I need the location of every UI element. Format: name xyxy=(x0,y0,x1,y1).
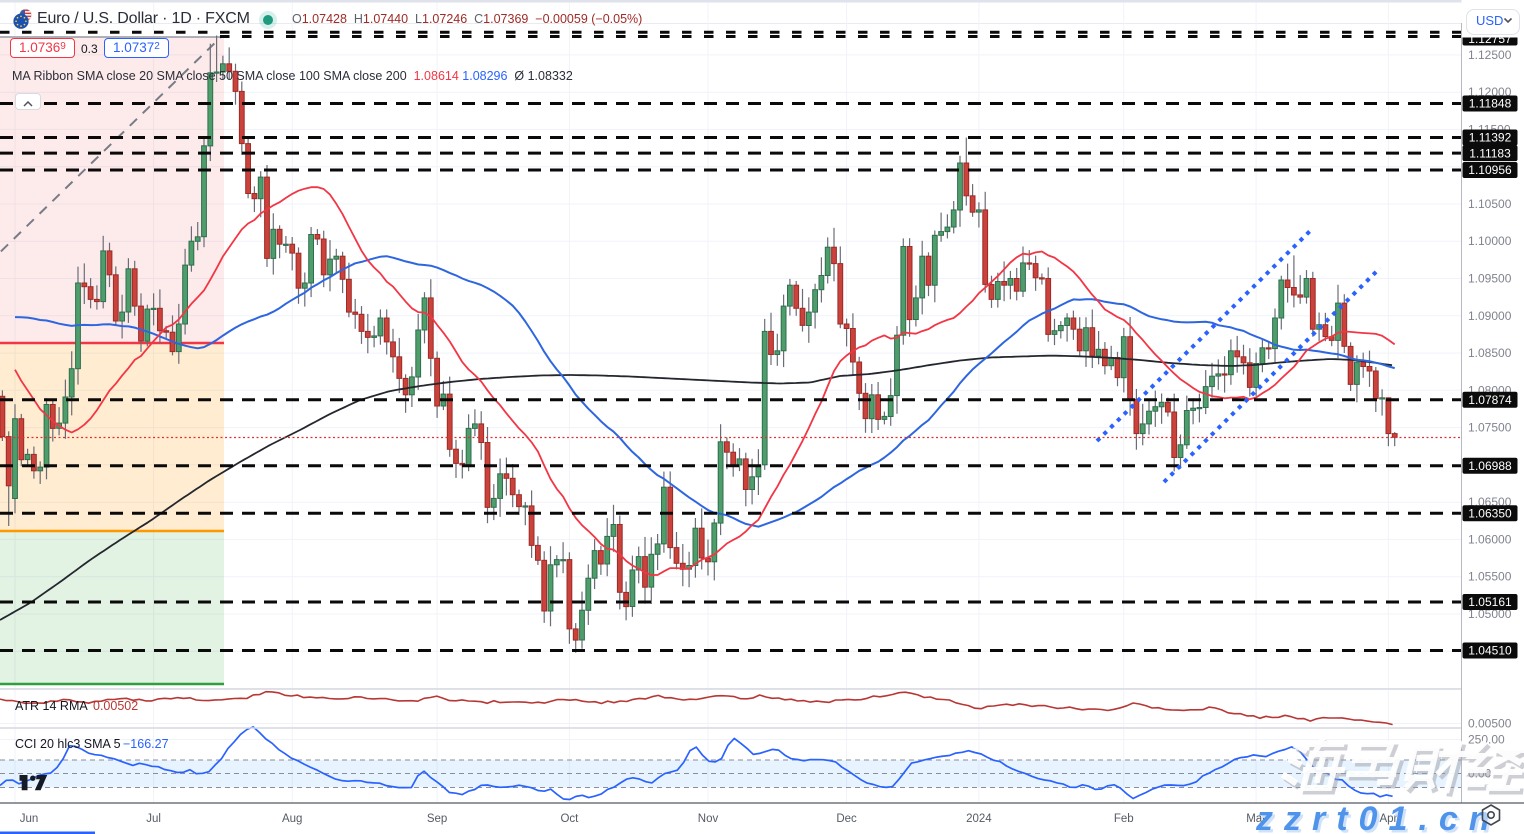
svg-text:−166.27: −166.27 xyxy=(123,737,169,751)
svg-text:Feb: Feb xyxy=(1114,813,1134,825)
svg-text:zzrt01.cn: zzrt01.cn xyxy=(1258,803,1504,834)
svg-text:1.10500: 1.10500 xyxy=(1468,197,1512,211)
svg-text:Sep: Sep xyxy=(427,813,447,825)
svg-text:1.06000: 1.06000 xyxy=(1468,532,1512,546)
svg-text:2024: 2024 xyxy=(966,813,992,825)
svg-text:0.00502: 0.00502 xyxy=(93,699,138,713)
svg-text:1.05161: 1.05161 xyxy=(1468,595,1512,609)
svg-text:250.00: 250.00 xyxy=(1468,733,1505,747)
svg-text:1.04510: 1.04510 xyxy=(1468,644,1512,658)
svg-text:Dec: Dec xyxy=(836,813,857,825)
svg-text:Apr: Apr xyxy=(1379,813,1397,825)
svg-text:1.09500: 1.09500 xyxy=(1468,272,1512,286)
svg-text:1.11848: 1.11848 xyxy=(1469,97,1512,111)
svg-text:1.11392: 1.11392 xyxy=(1469,131,1512,145)
svg-text:ATR 14 RMA: ATR 14 RMA xyxy=(15,699,88,713)
svg-text:1.05000: 1.05000 xyxy=(1468,607,1512,621)
svg-text:1.12500: 1.12500 xyxy=(1468,48,1512,62)
svg-text:zzrt01.cn: zzrt01.cn xyxy=(1255,800,1501,834)
svg-text:Nov: Nov xyxy=(698,813,719,825)
svg-text:CCI 20 hlc3 SMA 5: CCI 20 hlc3 SMA 5 xyxy=(15,737,121,751)
svg-text:1.09000: 1.09000 xyxy=(1468,309,1512,323)
svg-text:Jun: Jun xyxy=(20,813,39,825)
svg-text:1.10956: 1.10956 xyxy=(1468,163,1512,177)
svg-text:1.08500: 1.08500 xyxy=(1468,346,1512,360)
svg-text:1.05500: 1.05500 xyxy=(1468,570,1512,584)
svg-text:Aug: Aug xyxy=(282,813,302,825)
svg-text:1.10000: 1.10000 xyxy=(1468,234,1512,248)
svg-text:1.06350: 1.06350 xyxy=(1468,507,1512,521)
svg-text:1.12757: 1.12757 xyxy=(1468,32,1512,46)
svg-text:1.06988: 1.06988 xyxy=(1468,459,1512,473)
svg-text:1.11183: 1.11183 xyxy=(1469,146,1511,160)
svg-text:0.00500: 0.00500 xyxy=(1468,717,1512,731)
svg-text:1.07874: 1.07874 xyxy=(1468,393,1512,407)
svg-text:1.07500: 1.07500 xyxy=(1468,421,1512,435)
svg-text:Mar: Mar xyxy=(1246,813,1266,825)
svg-text:Oct: Oct xyxy=(560,813,579,825)
svg-text:Jul: Jul xyxy=(146,813,161,825)
